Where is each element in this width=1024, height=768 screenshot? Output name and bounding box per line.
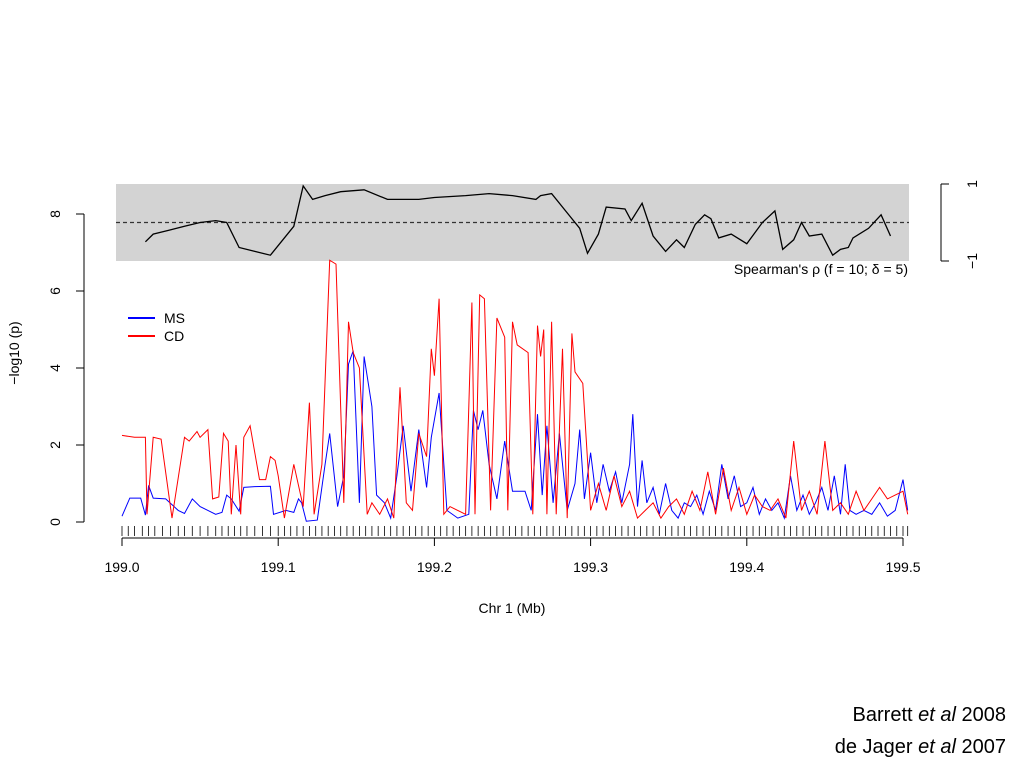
- marker-rug: [121, 526, 909, 536]
- correlation-layer: [144, 184, 892, 257]
- citation-1: Barrett et al 2008: [853, 704, 1006, 727]
- y-tick-label: 2: [47, 441, 63, 449]
- y-tick-label: 8: [47, 210, 63, 218]
- y-tick-label: 6: [47, 287, 63, 295]
- y-axis: 0 2 4 6 8: [47, 210, 85, 526]
- legend-label-ms: MS: [164, 310, 185, 326]
- correlation-tick-top: 1: [964, 180, 980, 188]
- correlation-label: Spearman's ρ (f = 10; δ = 5): [734, 261, 908, 277]
- series-line-ms: [121, 350, 909, 522]
- y-tick-label: 4: [47, 364, 63, 372]
- citation-2-author: de Jager: [834, 736, 919, 758]
- legend-label-cd: CD: [164, 328, 184, 344]
- series-line-spearman: [144, 184, 892, 257]
- x-axis: 199.0 199.1 199.2 199.3 199.4 199.5: [104, 537, 921, 575]
- y-axis-label: −log10 (p): [6, 321, 22, 384]
- x-tick-label: 199.2: [417, 559, 452, 575]
- x-tick-label: 199.3: [573, 559, 608, 575]
- legend: MS CD: [128, 310, 185, 344]
- x-tick-label: 199.1: [261, 559, 296, 575]
- citation-2-etal: et al: [918, 736, 956, 758]
- x-tick-label: 199.0: [104, 559, 139, 575]
- series-layer: [121, 259, 909, 522]
- x-tick-label: 199.5: [885, 559, 920, 575]
- series-line-cd: [121, 259, 909, 520]
- citation-2-year: 2007: [955, 736, 1006, 758]
- y-tick-label: 0: [47, 518, 63, 526]
- correlation-axis: 1 −1: [940, 180, 980, 269]
- x-tick-label: 199.4: [729, 559, 764, 575]
- citation-1-author: Barrett: [852, 704, 919, 726]
- citation-1-etal: et al: [918, 704, 956, 726]
- citation-1-year: 2008: [955, 704, 1006, 726]
- x-axis-label: Chr 1 (Mb): [479, 600, 546, 616]
- citation-2: de Jager et al 2007: [835, 736, 1006, 759]
- correlation-tick-bottom: −1: [964, 253, 980, 269]
